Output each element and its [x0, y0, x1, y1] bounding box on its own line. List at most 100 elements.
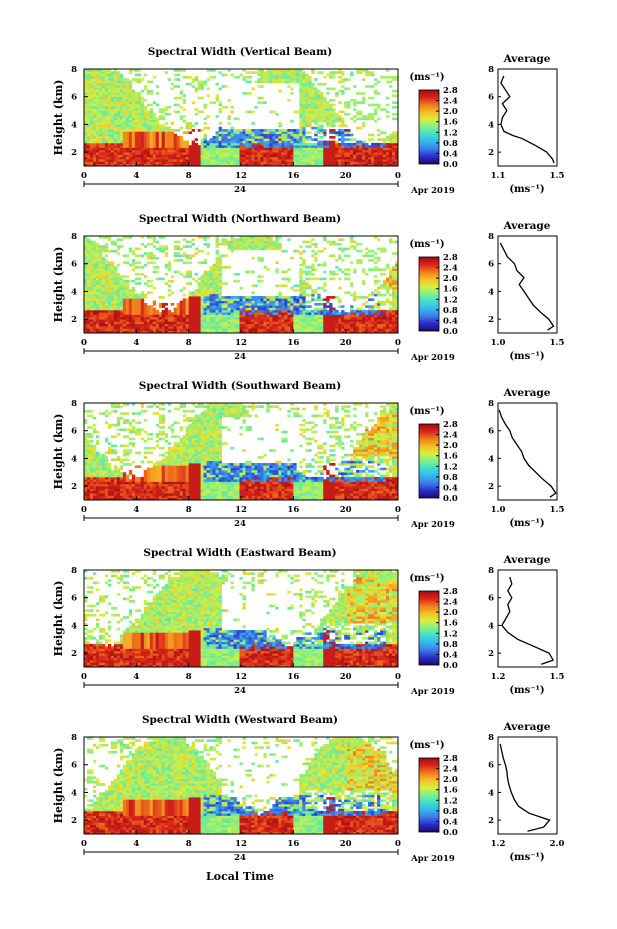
heatmap-cell	[305, 154, 309, 158]
heatmap-cell	[167, 126, 172, 130]
heatmap-cell	[341, 71, 345, 74]
heatmap-cell	[260, 154, 264, 158]
heatmap-cell	[152, 138, 157, 141]
heatmap-cell	[320, 126, 324, 130]
heatmap-cell	[164, 142, 169, 146]
heatmap-cell	[203, 105, 207, 109]
heatmap-cell	[299, 80, 303, 84]
heatmap-cell	[230, 328, 234, 332]
heatmap-cell	[146, 307, 151, 311]
heatmap-cell	[89, 110, 94, 114]
heatmap-cell	[302, 92, 306, 95]
heatmap-cell	[155, 152, 160, 155]
heatmap-cell	[215, 305, 219, 308]
heatmap-cell	[161, 161, 166, 165]
heatmap-cell	[356, 326, 360, 329]
heatmap-cell	[164, 152, 169, 155]
heatmap-cell	[101, 272, 106, 276]
heatmap-cell	[179, 302, 184, 306]
heatmap-cell	[293, 284, 297, 288]
heatmap-cell	[149, 159, 154, 162]
heatmap-cell	[251, 307, 255, 311]
heatmap-cell	[203, 326, 207, 329]
heatmap-cell	[143, 108, 148, 111]
heatmap-cell	[131, 126, 136, 130]
heatmap-cell	[251, 236, 255, 239]
heatmap-cell	[203, 261, 207, 265]
heatmap-cell	[215, 326, 219, 329]
heatmap-cell	[314, 256, 318, 260]
heatmap-cell	[95, 85, 100, 88]
heatmap-cell	[299, 140, 303, 144]
heatmap-cell	[227, 319, 231, 322]
heatmap-cell	[89, 126, 94, 130]
heatmap-cell	[119, 80, 124, 84]
heatmap-cell	[197, 305, 201, 308]
heatmap-cell	[206, 279, 210, 283]
heatmap-cell	[134, 319, 139, 322]
heatmap-cell	[209, 163, 213, 167]
heatmap-cell	[143, 296, 148, 299]
heatmap-cell	[254, 307, 258, 311]
heatmap-cell	[164, 105, 169, 109]
heatmap-cell	[107, 286, 112, 290]
heatmap-cell	[101, 302, 106, 306]
heatmap-cell	[107, 275, 112, 278]
heatmap-cell	[305, 78, 309, 81]
heatmap-cell	[314, 152, 318, 155]
heatmap-cell	[155, 142, 160, 146]
heatmap-cell	[371, 103, 375, 107]
heatmap-cell	[323, 319, 327, 322]
chart-title: Spectral Width (Vertical Beam)	[148, 46, 332, 58]
heatmap-cell	[248, 142, 252, 146]
heatmap-cell	[218, 142, 222, 146]
heatmap-cell	[302, 149, 306, 153]
heatmap-cell	[221, 240, 225, 244]
heatmap-cell	[188, 272, 193, 276]
colorbar-tick-label: 0.4	[443, 149, 458, 159]
heatmap-cell	[191, 80, 195, 84]
heatmap-cell	[128, 307, 133, 311]
heatmap-cell	[200, 296, 204, 299]
heatmap-cell	[149, 154, 154, 158]
heatmap-cell	[320, 309, 324, 313]
heatmap-cell	[113, 321, 118, 325]
heatmap-cell	[260, 240, 264, 244]
heatmap-cell	[248, 149, 252, 153]
heatmap-cell	[221, 307, 225, 311]
heatmap-cell	[197, 261, 201, 265]
heatmap-cell	[98, 85, 103, 88]
heatmap-cell	[371, 161, 375, 165]
heatmap-cell	[119, 135, 124, 139]
heatmap-cell	[299, 319, 303, 322]
heatmap-cell	[290, 133, 294, 137]
heatmap-cell	[140, 312, 145, 315]
heatmap-cell	[227, 145, 231, 148]
heatmap-cell	[98, 73, 103, 77]
heatmap-cell	[305, 92, 309, 95]
heatmap-cell	[284, 163, 288, 167]
heatmap-cell	[233, 330, 237, 334]
heatmap-cell	[212, 263, 216, 267]
heatmap-cell	[392, 159, 396, 162]
heatmap-cell	[239, 236, 243, 239]
heatmap-cell	[152, 145, 157, 148]
heatmap-cell	[179, 300, 184, 304]
heatmap-cell	[89, 330, 94, 334]
heatmap-cell	[182, 152, 187, 155]
heatmap-cell	[173, 142, 178, 146]
heatmap-cell	[101, 133, 106, 137]
heatmap-cell	[104, 85, 109, 88]
heatmap-cell	[188, 270, 193, 274]
heatmap-cell	[173, 163, 178, 167]
heatmap-cell	[119, 108, 124, 111]
heatmap-cell	[296, 131, 300, 135]
heatmap-cell	[200, 309, 204, 313]
heatmap-cell	[305, 272, 309, 276]
heatmap-cell	[260, 85, 264, 88]
heatmap-cell	[89, 152, 94, 155]
heatmap-cell	[224, 323, 228, 327]
heatmap-cell	[332, 326, 336, 329]
heatmap-cell	[320, 263, 324, 267]
heatmap-cell	[158, 145, 163, 148]
